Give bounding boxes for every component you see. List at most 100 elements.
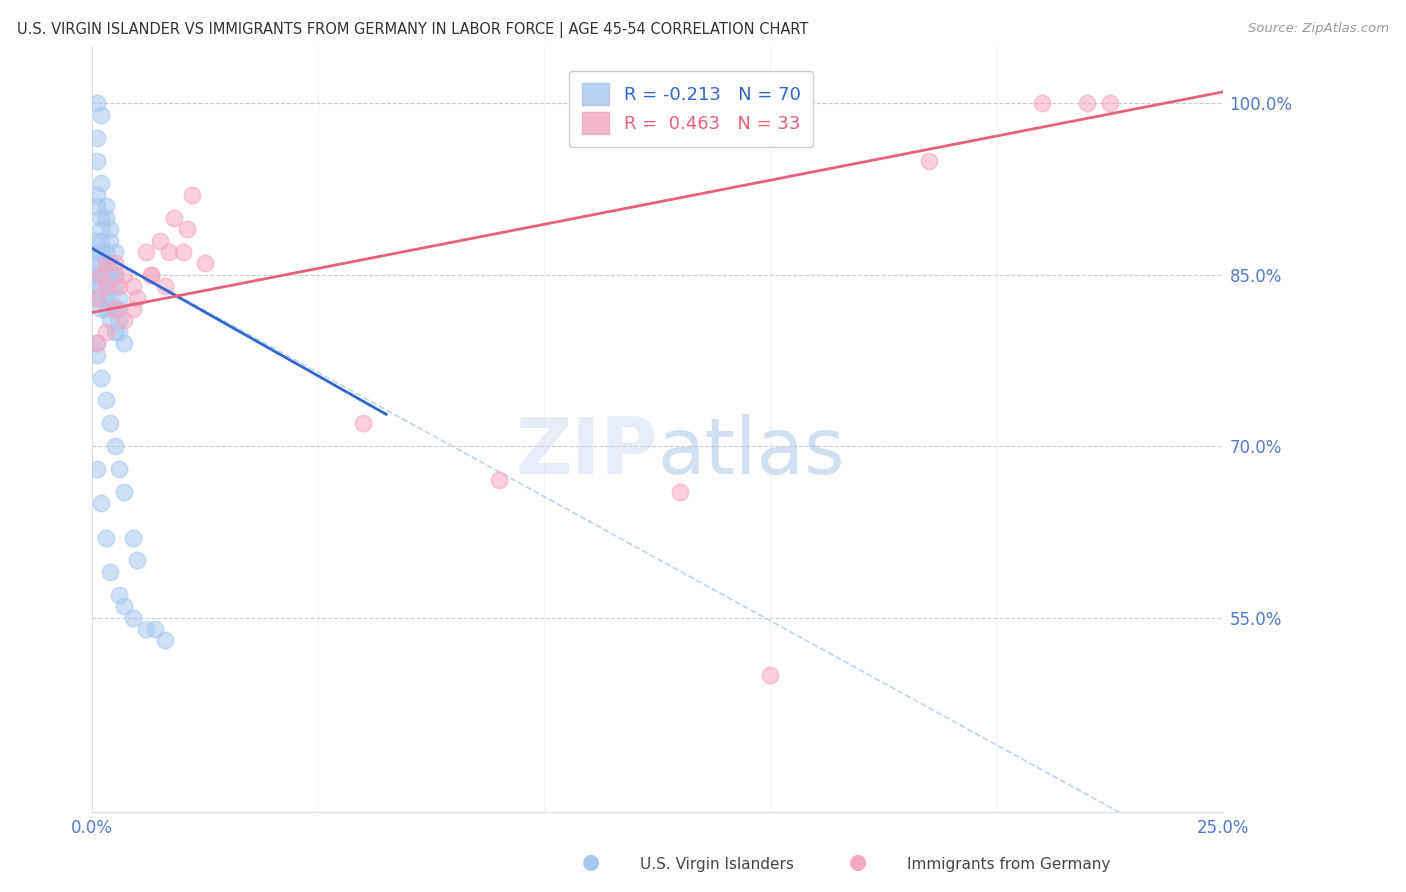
- Point: [86, 268, 108, 282]
- Point: [104, 439, 127, 453]
- Point: [145, 622, 167, 636]
- Point: [86, 336, 108, 351]
- Point: [86, 348, 108, 362]
- Point: [90, 177, 112, 191]
- Point: [122, 531, 145, 545]
- Point: [108, 462, 131, 476]
- Point: [149, 234, 172, 248]
- Point: [488, 474, 510, 488]
- Point: [112, 336, 135, 351]
- Point: [90, 496, 112, 510]
- Point: [122, 301, 145, 316]
- Point: [90, 301, 112, 316]
- Point: [122, 279, 145, 293]
- Point: [94, 199, 117, 213]
- Point: [86, 244, 108, 259]
- Point: [90, 211, 112, 225]
- Point: [90, 279, 112, 293]
- Point: [112, 313, 135, 327]
- Point: [86, 130, 108, 145]
- Point: [98, 417, 121, 431]
- Text: ●: ●: [582, 853, 599, 872]
- Point: [108, 313, 131, 327]
- Point: [108, 291, 131, 305]
- Point: [353, 417, 375, 431]
- Point: [90, 244, 112, 259]
- Point: [94, 393, 117, 408]
- Point: [127, 291, 149, 305]
- Point: [94, 291, 117, 305]
- Point: [98, 222, 121, 236]
- Point: [1031, 96, 1053, 111]
- Point: [122, 610, 145, 624]
- Text: Source: ZipAtlas.com: Source: ZipAtlas.com: [1249, 22, 1389, 36]
- Point: [86, 291, 108, 305]
- Point: [108, 301, 131, 316]
- Point: [108, 279, 131, 293]
- Point: [86, 199, 108, 213]
- Text: ●: ●: [849, 853, 866, 872]
- Point: [112, 484, 135, 499]
- Point: [162, 211, 184, 225]
- Point: [90, 268, 112, 282]
- Point: [90, 268, 112, 282]
- Point: [98, 565, 121, 579]
- Point: [176, 222, 198, 236]
- Text: Immigrants from Germany: Immigrants from Germany: [907, 857, 1111, 872]
- Point: [1098, 96, 1121, 111]
- Text: U.S. VIRGIN ISLANDER VS IMMIGRANTS FROM GERMANY IN LABOR FORCE | AGE 45-54 CORRE: U.S. VIRGIN ISLANDER VS IMMIGRANTS FROM …: [17, 22, 808, 38]
- Point: [98, 268, 121, 282]
- Point: [94, 268, 117, 282]
- Point: [94, 279, 117, 293]
- Point: [98, 279, 121, 293]
- Point: [86, 268, 108, 282]
- Legend: R = -0.213   N = 70, R =  0.463   N = 33: R = -0.213 N = 70, R = 0.463 N = 33: [569, 70, 813, 147]
- Point: [94, 244, 117, 259]
- Point: [135, 244, 157, 259]
- Point: [94, 211, 117, 225]
- Point: [90, 256, 112, 270]
- Point: [86, 291, 108, 305]
- Point: [104, 279, 127, 293]
- Point: [104, 268, 127, 282]
- Point: [153, 279, 176, 293]
- Point: [127, 553, 149, 567]
- Point: [86, 234, 108, 248]
- Point: [94, 325, 117, 339]
- Point: [104, 256, 127, 270]
- Point: [104, 325, 127, 339]
- Point: [180, 187, 202, 202]
- Point: [86, 256, 108, 270]
- Point: [98, 256, 121, 270]
- Point: [139, 268, 162, 282]
- Point: [90, 222, 112, 236]
- Point: [90, 108, 112, 122]
- Point: [94, 279, 117, 293]
- Point: [94, 301, 117, 316]
- Text: atlas: atlas: [658, 414, 845, 490]
- Point: [98, 234, 121, 248]
- Point: [1076, 96, 1098, 111]
- Point: [94, 256, 117, 270]
- Point: [108, 588, 131, 602]
- Point: [139, 268, 162, 282]
- Text: U.S. Virgin Islanders: U.S. Virgin Islanders: [640, 857, 793, 872]
- Point: [94, 256, 117, 270]
- Point: [104, 301, 127, 316]
- Point: [759, 667, 782, 681]
- Point: [86, 462, 108, 476]
- Point: [135, 622, 157, 636]
- Point: [669, 484, 692, 499]
- Point: [90, 370, 112, 384]
- Point: [157, 244, 180, 259]
- Point: [172, 244, 194, 259]
- Point: [153, 633, 176, 648]
- Point: [104, 244, 127, 259]
- Point: [112, 599, 135, 614]
- Point: [104, 301, 127, 316]
- Point: [86, 153, 108, 168]
- Point: [108, 325, 131, 339]
- Point: [112, 268, 135, 282]
- Point: [90, 291, 112, 305]
- Point: [86, 279, 108, 293]
